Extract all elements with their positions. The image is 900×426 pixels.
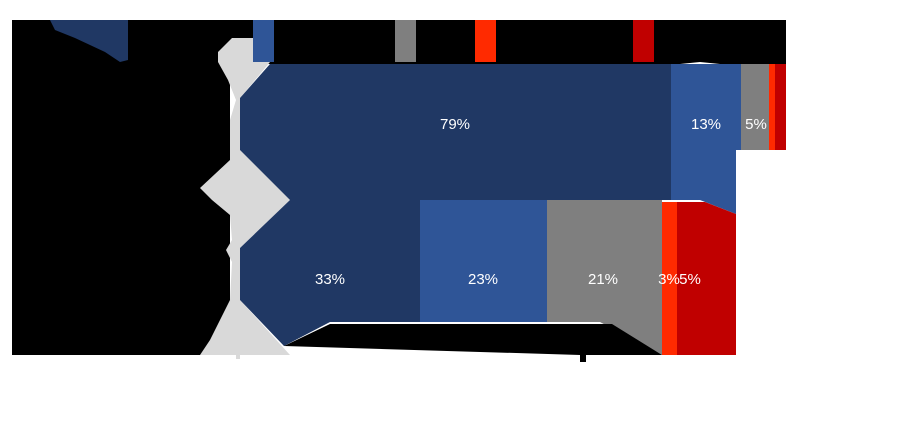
legend-swatch-series-4	[475, 20, 496, 62]
bar-row-2: 33% 23% 21% 3% 5%	[240, 200, 736, 355]
legend-swatch-series-2	[253, 20, 274, 62]
label-row-1-series-1: 79%	[440, 116, 470, 133]
label-row-2-series-5: 5%	[679, 271, 701, 288]
label-row-2-series-1: 33%	[315, 271, 345, 288]
label-row-1-series-2: 13%	[691, 116, 721, 133]
tick-mark	[236, 355, 240, 359]
label-row-2-series-3: 21%	[588, 271, 618, 288]
bar-row-2-series-4	[662, 202, 677, 355]
bar-row-1-series-3	[741, 64, 769, 150]
gray-connector-shape	[200, 38, 290, 355]
bar-row-2-series-2	[420, 200, 547, 322]
bar-row-2-series-3	[547, 200, 662, 355]
bar-row-2-series-1	[240, 200, 420, 346]
obscured-footnote	[284, 324, 662, 362]
bar-row-1-series-5	[775, 64, 786, 150]
bar-row-1-series-2	[671, 64, 741, 214]
legend-swatch-series-3	[395, 20, 416, 62]
bar-row-2-series-5	[677, 202, 736, 355]
label-row-1-series-3: 5%	[745, 116, 767, 133]
bar-row-1-series-4	[769, 64, 775, 150]
obscured-category-labels	[12, 20, 230, 355]
legend-swatch-series-5	[633, 20, 654, 62]
bar-row-1-series-1	[240, 64, 671, 200]
label-row-2-series-2: 23%	[468, 271, 498, 288]
legend-swatch-series-1	[50, 20, 128, 62]
label-row-2-series-4: 3%	[658, 271, 680, 288]
bar-row-1: 79% 13% 5%	[240, 64, 786, 214]
